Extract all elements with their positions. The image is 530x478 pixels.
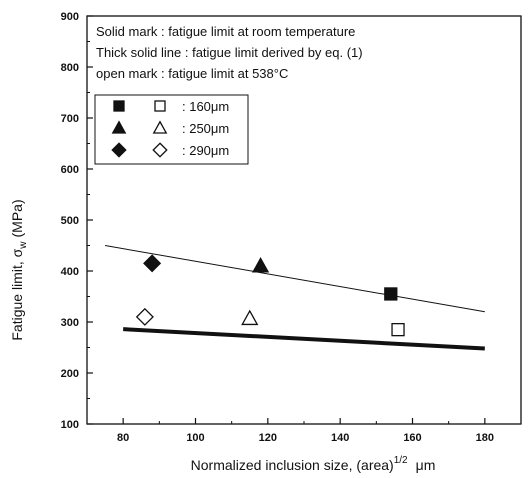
y-tick-label-100: 100 bbox=[61, 419, 79, 431]
solid-point-diamond bbox=[143, 254, 162, 273]
legend-solid-diamond bbox=[111, 142, 127, 158]
solid-point-square bbox=[384, 287, 398, 301]
fit-lines bbox=[104, 245, 485, 351]
legend-solid-triangle bbox=[111, 120, 127, 134]
legend-solid-square bbox=[113, 100, 125, 112]
x-tick-label-80: 80 bbox=[117, 432, 129, 444]
y-tick-label-300: 300 bbox=[61, 317, 79, 329]
thin-trend-line bbox=[104, 245, 485, 313]
thick-line-eq1 bbox=[123, 327, 485, 351]
legend-open-square bbox=[154, 100, 166, 112]
y-axis-title: Fatigue limit, σw(MPa) bbox=[9, 199, 29, 340]
y-tick-label-500: 500 bbox=[61, 215, 79, 227]
x-tick-label-180: 180 bbox=[476, 432, 494, 444]
legend-open-triangle bbox=[152, 120, 168, 134]
data-points bbox=[135, 254, 405, 337]
legend-label-square: : 160μm bbox=[182, 99, 229, 114]
legend-label-triangle: : 250μm bbox=[182, 121, 229, 136]
y-tick-label-600: 600 bbox=[61, 164, 79, 176]
legend-label-diamond: : 290μm bbox=[182, 143, 229, 158]
legend: : 160μm : 250μm : 290μm bbox=[94, 94, 249, 165]
y-tick-label-700: 700 bbox=[61, 113, 79, 125]
y-tick-label-900: 900 bbox=[61, 11, 79, 23]
x-tick-label-160: 160 bbox=[403, 432, 421, 444]
y-tick-label-800: 800 bbox=[61, 62, 79, 74]
open-point-triangle bbox=[241, 309, 259, 326]
solid-point-triangle bbox=[251, 257, 270, 273]
annotation-notes: Solid mark : fatigue limit at room tempe… bbox=[96, 24, 363, 81]
y-tick-label-200: 200 bbox=[61, 368, 79, 380]
note-line-3: open mark : fatigue limit at 538°C bbox=[96, 66, 288, 81]
open-point-square bbox=[391, 322, 405, 337]
note-line-2: Thick solid line : fatigue limit derived… bbox=[96, 45, 363, 60]
open-point-diamond bbox=[135, 307, 154, 326]
x-tick-label-140: 140 bbox=[331, 432, 349, 444]
axes-layer: 100 200 300 400 500 600 700 800 900 80 100 120 140 16… bbox=[61, 11, 522, 444]
legend-open-diamond bbox=[152, 142, 168, 158]
note-line-1: Solid mark : fatigue limit at room tempe… bbox=[96, 24, 355, 39]
y-tick-label-400: 400 bbox=[61, 266, 79, 278]
x-tick-label-120: 120 bbox=[259, 432, 277, 444]
x-tick-label-100: 100 bbox=[186, 432, 204, 444]
x-axis-title: Normalized inclusion size, (area)1/2 μm bbox=[191, 455, 436, 473]
